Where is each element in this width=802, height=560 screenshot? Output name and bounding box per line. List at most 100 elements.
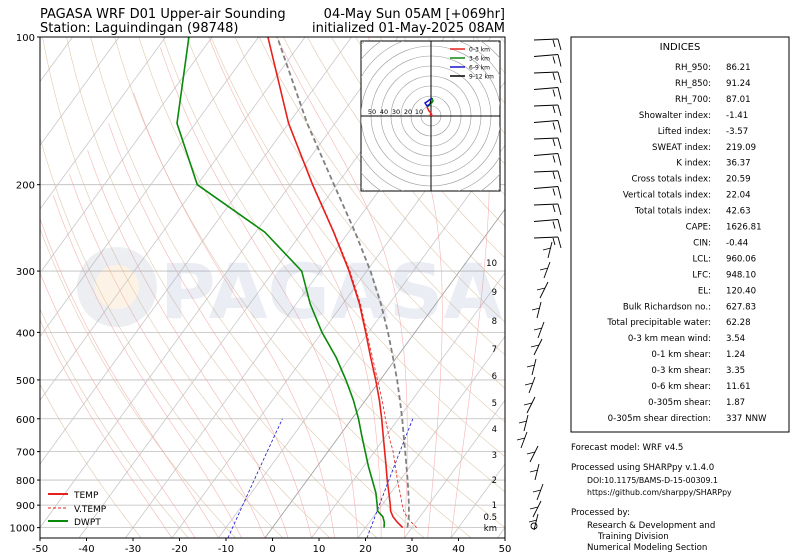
- wind-barb: [533, 137, 562, 150]
- wind-barb: [533, 219, 562, 232]
- mixing-ratio-line: [366, 418, 414, 538]
- wind-barb: [533, 38, 562, 51]
- wind-barb: [516, 431, 528, 449]
- wind-barbs: [516, 38, 562, 531]
- wind-barb-flag: [529, 469, 539, 473]
- dry-adiabat-line: [138, 37, 505, 528]
- footer-org-line2: Training Division: [597, 532, 669, 542]
- isotherm-line: [40, 37, 259, 338]
- hodograph-legend-label: 6-9 km: [469, 65, 490, 72]
- y-tick-label: 600: [16, 415, 35, 426]
- index-value: 42.63: [726, 207, 751, 217]
- thermo-background-lines: [40, 37, 505, 538]
- wind-barb: [529, 500, 542, 518]
- footer-doi: DOI:10.1175/BAMS-D-15-00309.1: [587, 476, 718, 485]
- wind-barb-staff: [533, 513, 539, 531]
- watermark-text: PAGASA: [160, 247, 502, 336]
- wind-barb-flag: [552, 188, 556, 196]
- km-label: 4: [492, 425, 497, 435]
- x-tick-label: 50: [499, 544, 512, 555]
- wind-barb-flag: [518, 420, 528, 424]
- isotherm-line: [40, 37, 399, 529]
- km-label: 3: [492, 451, 497, 461]
- wind-barb-staff: [547, 241, 553, 259]
- wind-barb-staff: [533, 236, 559, 239]
- km-label: 8: [492, 317, 497, 327]
- index-value: 960.06: [726, 254, 756, 264]
- footer-processed-by: Processed by:: [571, 508, 630, 518]
- axes: -50 -40 -30 -20 -10 0 10 20 30 40 5010020030040050…: [10, 33, 512, 555]
- wind-barb: [533, 87, 562, 100]
- moist-adiabat-line: [52, 194, 242, 538]
- wind-barb-staff: [533, 153, 559, 156]
- height-km-labels: 10 9 8 7 6 5 4 3 2 1 0.5km: [483, 259, 497, 534]
- hodograph-legend: 0-3 km 3-6 km 6-9 km 9-12 km: [450, 47, 494, 81]
- index-value: 86.21: [726, 63, 751, 73]
- footer-forecast-model: Forecast model: WRF v4.5: [571, 443, 683, 453]
- wind-barb: [533, 54, 562, 67]
- index-value: 91.24: [726, 79, 751, 89]
- index-value: -0.44: [726, 238, 748, 248]
- index-value: 219.09: [726, 143, 756, 153]
- isotherm-line: [40, 37, 352, 465]
- title-right-line1: 04-May Sun 05AM [+069hr]: [324, 7, 505, 22]
- index-label: SWEAT index:: [652, 143, 711, 153]
- wind-barb-staff: [528, 376, 536, 394]
- wind-barb-flag: [542, 247, 552, 251]
- hodograph-ring-label: 10: [415, 108, 423, 116]
- hodograph-legend-label: 9-12 km: [469, 74, 494, 81]
- x-tick-label: 30: [406, 544, 419, 555]
- wind-barb: [532, 483, 544, 501]
- isotherm-line: [40, 37, 166, 210]
- wind-barb-flag: [552, 89, 556, 97]
- dry-adiabat-line: [210, 37, 505, 423]
- index-label: LFC:: [692, 270, 711, 280]
- dry-adiabat-line: [283, 37, 505, 323]
- km-label: km: [484, 524, 497, 534]
- y-tick-label: 300: [16, 267, 35, 278]
- index-value: 36.37: [726, 159, 751, 169]
- footer-notes: Forecast model: WRF v4.5 Processed using…: [571, 443, 732, 553]
- wind-barb: [533, 186, 562, 199]
- wind-barb-staff: [533, 71, 559, 74]
- wind-barb-flag: [516, 437, 526, 441]
- wind-barb-staff: [520, 431, 528, 449]
- x-tick-label: -30: [125, 544, 141, 555]
- wind-barb-flag: [530, 344, 540, 348]
- legend-dwpt-label: DWPT: [74, 518, 101, 528]
- dry-adiabat-line: [40, 383, 142, 538]
- km-label: 6: [492, 372, 497, 382]
- wind-barb-flag: [557, 219, 562, 232]
- hodograph-legend-label: 0-3 km: [469, 47, 490, 54]
- wind-barb-flag: [526, 451, 536, 455]
- sounding-profiles: [176, 37, 417, 529]
- wind-barb-flag: [539, 267, 549, 271]
- y-tick-label: 700: [16, 448, 35, 459]
- index-label: Showalter index:: [639, 111, 711, 121]
- wind-barb: [531, 301, 542, 319]
- calm-wind-circle-icon: [530, 522, 538, 530]
- wind-barb-staff: [533, 338, 543, 356]
- index-label: LCL:: [693, 254, 711, 264]
- index-label: Total precipitable water:: [606, 318, 711, 328]
- dwpt-profile-line: [176, 37, 386, 528]
- skewt-legend: TEMP V.TEMP DWPT: [48, 491, 107, 528]
- index-label: K index:: [676, 159, 711, 169]
- moist-adiabat-line: [276, 37, 408, 538]
- wind-barb: [533, 170, 562, 183]
- wind-barb-flag: [552, 56, 556, 64]
- wind-barb-flag: [552, 39, 556, 48]
- dry-adiabat-line: [234, 37, 505, 389]
- index-value: 1626.81: [726, 223, 762, 233]
- index-value: 62.28: [726, 318, 751, 328]
- wind-barb-flag: [552, 204, 556, 213]
- y-tick-label: 400: [16, 328, 35, 339]
- dry-adiabat-line: [186, 37, 505, 458]
- hodograph-trace-6-9km: [423, 97, 433, 108]
- index-value: 20.59: [726, 175, 751, 185]
- wind-barb-staff: [533, 87, 559, 90]
- wind-barb-flag: [557, 236, 562, 249]
- km-label: 1: [492, 501, 497, 511]
- y-tick-label: 200: [16, 181, 35, 192]
- wind-barb: [529, 463, 540, 481]
